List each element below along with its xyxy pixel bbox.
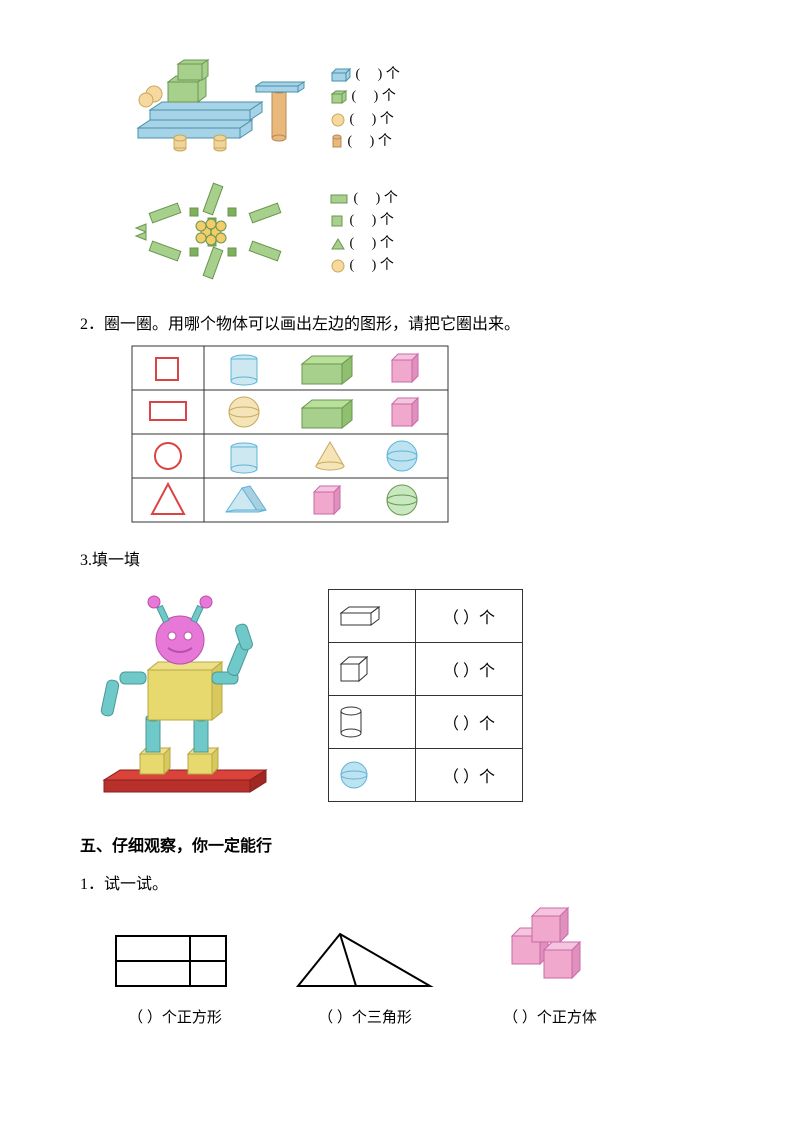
q2-prompt: 2．圈一圈。用哪个物体可以画出左边的图形，请把它圈出来。	[80, 310, 720, 334]
q1-3d-counts: ( ) 个 ( ) 个 ( ) 个 ( ) 个	[330, 64, 400, 154]
q5-item-cubes: （ ）个正方体	[490, 906, 610, 1027]
q5-prompt: 1．试一试。	[80, 870, 720, 894]
q2-table	[130, 344, 450, 524]
q3-robot	[80, 580, 290, 810]
q1-3d-figure	[120, 50, 310, 170]
q5-item-squares: （ ）个正方形	[110, 926, 240, 1027]
q1-2d-figure	[120, 178, 310, 288]
exercise-1: ( ) 个 ( ) 个 ( ) 个 ( ) 个	[80, 50, 720, 288]
q3-table: （ ）个 （ ）个 （ ）个 （ ）个	[328, 589, 523, 802]
q3-prompt: 3.填一填	[80, 546, 720, 570]
q5-heading: 五、仔细观察，你一定能行	[80, 832, 720, 856]
q1-2d-counts: ( ) 个 ( ) 个 ( ) 个 ( ) 个	[330, 188, 398, 278]
exercise-2: 2．圈一圈。用哪个物体可以画出左边的图形，请把它圈出来。	[80, 310, 720, 524]
q5-item-triangles: （ ）个三角形	[290, 926, 440, 1027]
exercise-3: 3.填一填 （ ）个	[80, 546, 720, 810]
section-5: 五、仔细观察，你一定能行 1．试一试。 （ ）个正方形 （ ）个三角形	[80, 832, 720, 1027]
